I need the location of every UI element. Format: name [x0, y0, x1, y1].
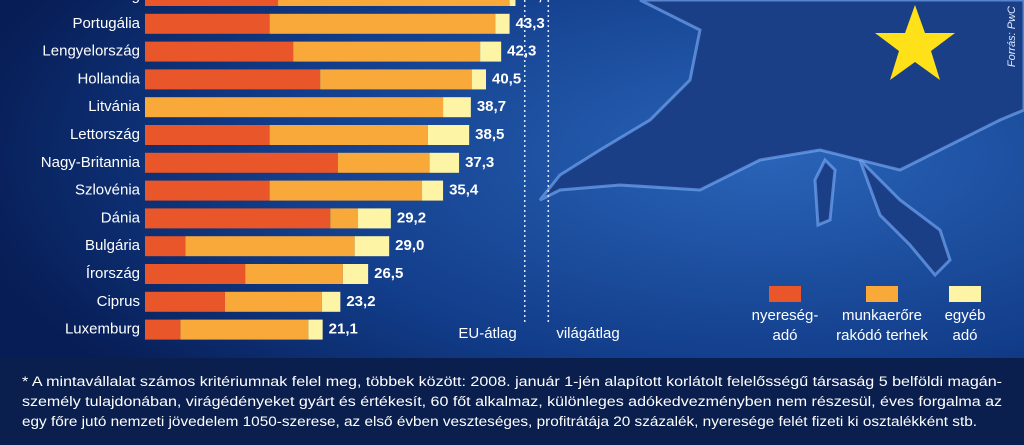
bar-segment — [495, 13, 510, 34]
bar-segment — [145, 125, 270, 145]
bar-segment — [354, 236, 390, 257]
bar-segment — [269, 13, 496, 34]
category-label: Bulgária — [85, 237, 141, 254]
bar-segment — [320, 69, 472, 90]
bar-segment — [145, 69, 321, 90]
bar-segment — [145, 152, 338, 173]
bar-segment — [330, 208, 359, 229]
bar-segment — [427, 125, 470, 145]
total-label: 38,5 — [475, 126, 504, 143]
bar-segment — [245, 264, 343, 284]
bar-segment — [145, 319, 181, 340]
bar-segment — [145, 236, 186, 257]
bar-segment — [145, 97, 444, 118]
bar-segment — [145, 180, 270, 201]
legend-swatch — [866, 286, 898, 302]
total-label: 43,3 — [516, 15, 545, 32]
total-label: 35,4 — [449, 182, 479, 199]
bar-segment — [145, 264, 246, 284]
legend-swatch — [769, 286, 801, 302]
legend-label: egyéb adó — [944, 307, 986, 344]
bar-segment — [308, 319, 323, 340]
total-label: 29,0 — [395, 237, 424, 254]
bar-segment — [145, 41, 294, 62]
total-label: 29,2 — [397, 209, 426, 226]
legend-swatch — [949, 286, 981, 302]
category-label: Hollandia — [77, 70, 140, 87]
bar-segment — [145, 208, 331, 229]
total-label: 21,1 — [329, 321, 358, 338]
footnote-line: * A mintavállalat számos kritériumnak fe… — [22, 374, 1002, 390]
category-label: Portugália — [72, 15, 140, 32]
bar-segment — [145, 0, 279, 6]
bar-segment — [429, 152, 460, 173]
legend-label: nyereség- adó — [751, 307, 819, 344]
bar-segment — [342, 264, 369, 284]
legend-label: munkaerőre rakódó terhek — [836, 307, 928, 344]
total-label: 44,0 — [521, 0, 550, 4]
bar-segment — [358, 208, 391, 229]
bar-segment — [293, 41, 481, 62]
bar-segment — [509, 0, 516, 6]
category-label: Luxemburg — [65, 321, 140, 338]
category-label: Szlovénia — [75, 182, 141, 199]
bar-segment — [337, 152, 430, 173]
eu-star — [875, 5, 955, 80]
bar-segment — [224, 291, 322, 312]
bar-segment — [480, 41, 502, 62]
category-label: Nagy-Britannia — [41, 154, 141, 171]
category-label: Dánia — [101, 209, 141, 226]
bar-segment — [180, 319, 309, 340]
bar-segment — [278, 0, 510, 6]
source: Forrás: PwC — [1006, 6, 1018, 67]
bar-segment — [145, 13, 270, 34]
category-label: Lettország — [70, 126, 140, 143]
total-label: 42,3 — [507, 43, 536, 60]
bar-segment — [185, 236, 355, 257]
total-label: 38,7 — [477, 98, 506, 115]
category-label: Finnország — [66, 0, 140, 4]
bar-segment — [269, 125, 428, 145]
reference-label: EU-átlag — [458, 325, 516, 342]
total-label: 26,5 — [374, 265, 403, 282]
category-label: Lengyelország — [42, 43, 140, 60]
bar-segment — [269, 180, 423, 201]
bar-segment — [321, 291, 341, 312]
total-label: 40,5 — [492, 70, 521, 87]
bar-segment — [443, 97, 471, 118]
bar-segment — [422, 180, 444, 201]
total-label: 23,2 — [346, 293, 375, 310]
category-label: Ciprus — [97, 293, 140, 310]
footnote-bg — [0, 358, 1024, 445]
category-label: Litvánia — [88, 98, 140, 115]
footnote-line: személy tulajdonában, virágédényeket gyá… — [22, 394, 1002, 410]
footnote-line: egy főre jutó nemzeti jövedelem 1050-sze… — [22, 414, 977, 430]
total-label: 37,3 — [465, 154, 494, 171]
reference-label: világátlag — [556, 325, 619, 342]
bar-segment — [471, 69, 487, 90]
bar-segment — [145, 291, 225, 312]
category-label: Írország — [86, 265, 140, 282]
